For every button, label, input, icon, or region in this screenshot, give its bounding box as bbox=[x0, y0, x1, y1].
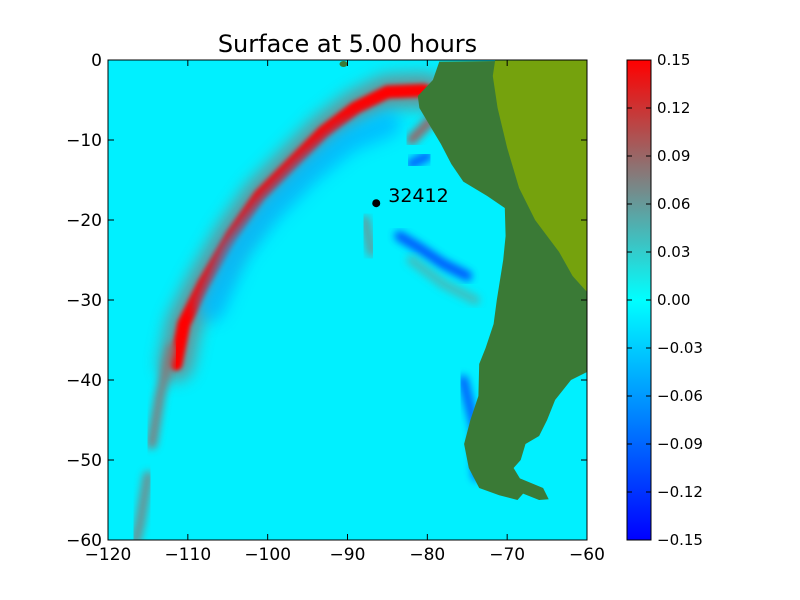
plot-area bbox=[108, 60, 587, 540]
colorbar-tick-label: 0.06 bbox=[657, 195, 690, 213]
wave-feature-line bbox=[406, 151, 433, 169]
y-tick-label: −30 bbox=[66, 291, 102, 311]
trough-band-line bbox=[198, 111, 401, 321]
wave-trailing-crest bbox=[146, 343, 177, 449]
y-tick-label: −10 bbox=[66, 131, 102, 151]
x-axis: −120 −110 −100 −90 −80 −70 −60 bbox=[85, 60, 605, 565]
y-tick-label: −60 bbox=[66, 531, 102, 551]
x-tick-label: −120 bbox=[85, 545, 132, 565]
wave-field bbox=[130, 73, 482, 540]
colorbar-tick-label: −0.12 bbox=[657, 483, 703, 501]
x-tick-label: −60 bbox=[569, 545, 605, 565]
colorbar-tick-label: 0.15 bbox=[657, 51, 690, 69]
wave-crest bbox=[406, 255, 481, 305]
colorbar-tick-label: −0.03 bbox=[657, 339, 703, 357]
galapagos-islands bbox=[339, 61, 348, 67]
colorbar-tick-label: 0.12 bbox=[657, 99, 690, 117]
station-label: 32412 bbox=[388, 185, 448, 207]
colorbar-tick-label: −0.09 bbox=[657, 435, 703, 453]
x-tick-label: −110 bbox=[164, 545, 211, 565]
colorbar-tick-label: 0.03 bbox=[657, 243, 690, 261]
wave-trough bbox=[394, 231, 473, 281]
wave-feature-line bbox=[360, 215, 377, 257]
x-tick-label: −90 bbox=[330, 545, 366, 565]
wave-trough bbox=[406, 151, 433, 169]
wave-leading-crest bbox=[158, 73, 457, 381]
colorbar-tick-label: −0.15 bbox=[657, 531, 703, 549]
colorbar-tick-label: −0.06 bbox=[657, 387, 703, 405]
y-tick-label: −40 bbox=[66, 371, 102, 391]
station-marker bbox=[372, 199, 381, 208]
y-tick-label: −50 bbox=[66, 451, 102, 471]
highland-terrain bbox=[492, 60, 587, 292]
wave-crest bbox=[360, 215, 377, 257]
colorbar-tick-label: 0.00 bbox=[657, 291, 690, 309]
wave-trailing-crest bbox=[130, 471, 153, 540]
y-tick-label: 0 bbox=[91, 51, 102, 71]
y-axis: 0 −10 −20 −30 −40 −50 −60 bbox=[66, 51, 587, 551]
chart-title: Surface at 5.00 hours bbox=[218, 30, 477, 58]
wave-trough-band bbox=[198, 111, 401, 321]
wave-front-line bbox=[169, 83, 446, 371]
wave-feature-line bbox=[394, 231, 473, 281]
x-tick-label: −70 bbox=[489, 545, 525, 565]
wave-feature-line bbox=[146, 343, 177, 449]
wave-feature-line bbox=[130, 471, 153, 540]
colorbar-tick-label: 0.09 bbox=[657, 147, 690, 165]
x-tick-label: −80 bbox=[409, 545, 445, 565]
wave-feature-line bbox=[406, 255, 481, 305]
colorbar-axis: 0.15 0.12 0.09 0.06 0.03 0.00 −0.03 −0.06 −0.09 −… bbox=[627, 51, 703, 549]
y-tick-label: −20 bbox=[66, 211, 102, 231]
x-tick-label: −100 bbox=[244, 545, 291, 565]
